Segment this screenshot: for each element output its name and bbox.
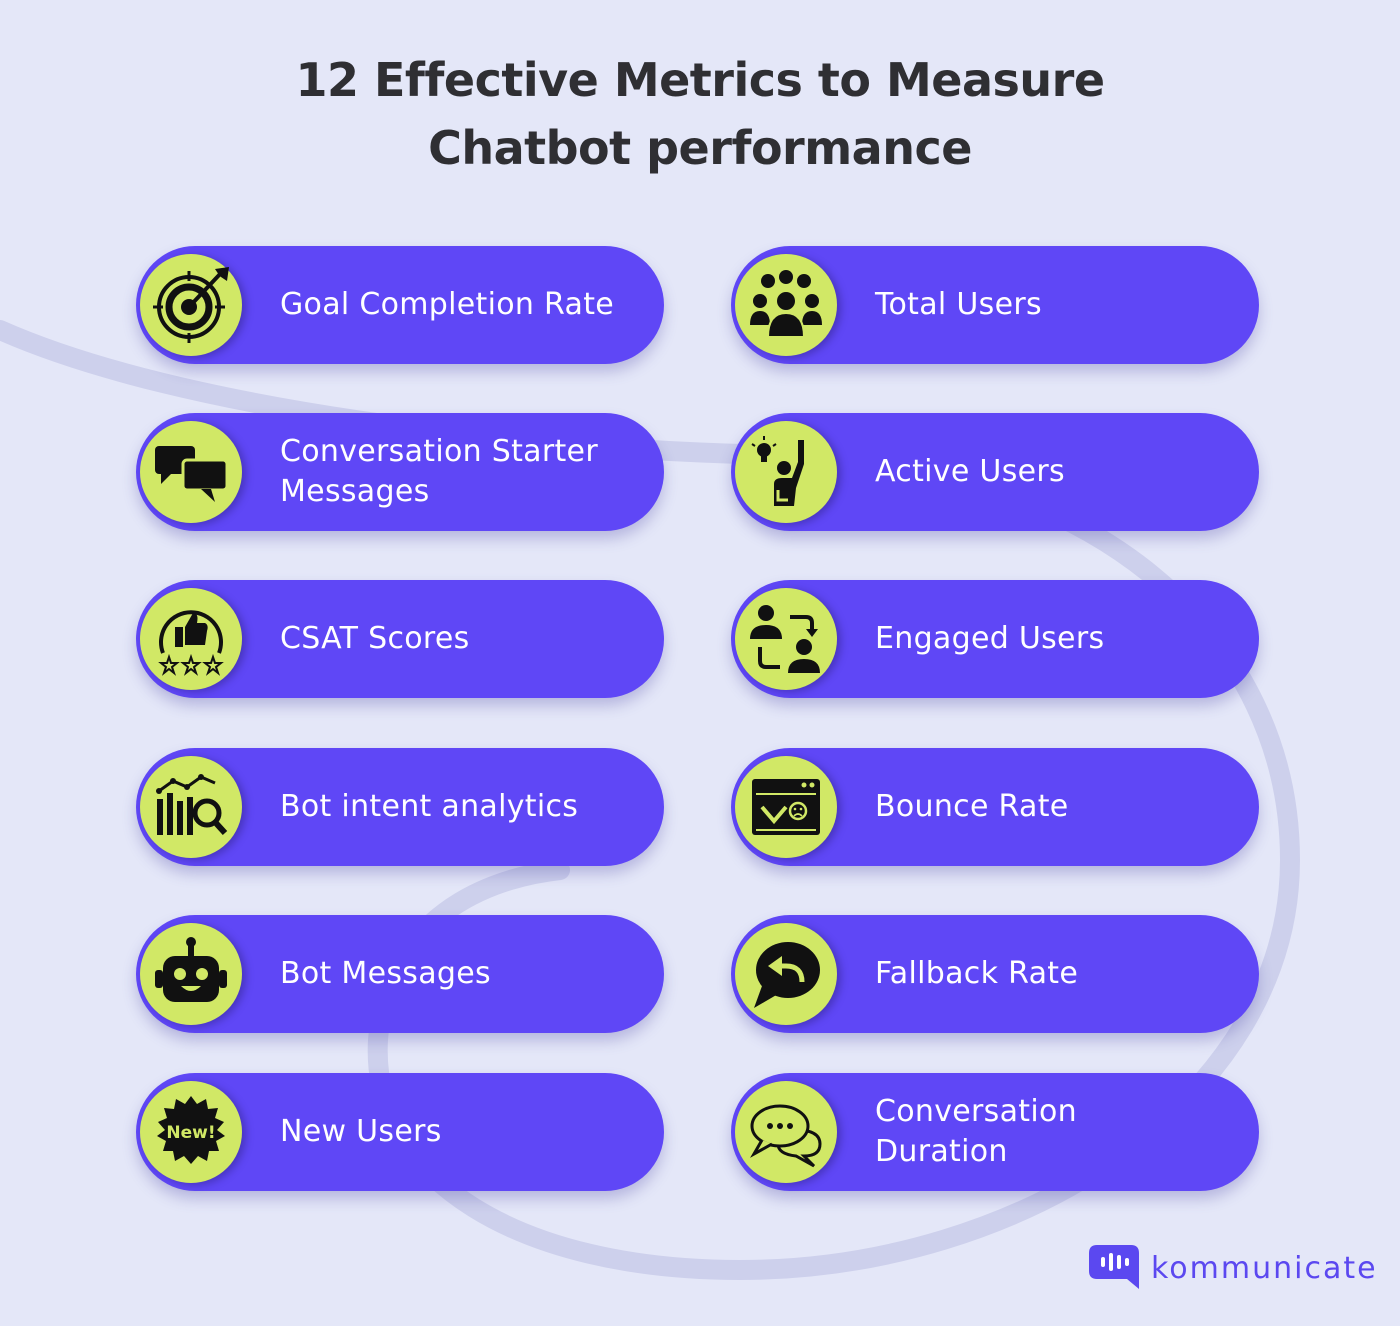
metric-card-goal-completion-rate: Goal Completion Rate bbox=[136, 246, 664, 364]
metric-label: Active Users bbox=[875, 454, 1065, 489]
metric-label: Engaged Users bbox=[875, 621, 1105, 656]
metric-card-conversation-duration: Conversation Duration bbox=[731, 1073, 1259, 1191]
metric-card-total-users: Total Users bbox=[731, 246, 1259, 364]
thumbs-up-rating-icon bbox=[158, 610, 224, 676]
metric-label: New Users bbox=[280, 1114, 442, 1149]
metric-label: Conversation Starter Messages bbox=[280, 434, 598, 509]
metric-card-new-users: New! New Users bbox=[136, 1073, 664, 1191]
metric-label: Bot Messages bbox=[280, 956, 491, 991]
analytics-magnifier-icon bbox=[156, 774, 228, 836]
raised-hand-user-icon bbox=[751, 436, 804, 506]
new-badge-icon: New! bbox=[157, 1096, 225, 1164]
metric-label: Total Users bbox=[875, 287, 1042, 322]
metric-card-bot-intent-analytics: Bot intent analytics bbox=[136, 748, 664, 866]
robot-icon bbox=[155, 937, 227, 1002]
metric-card-bounce-rate: Bounce Rate bbox=[731, 748, 1259, 866]
title-line-2: Chatbot performance bbox=[428, 121, 972, 175]
kommunicate-logo-icon bbox=[1089, 1245, 1139, 1289]
metric-card-csat-scores: CSAT Scores bbox=[136, 580, 664, 698]
metric-card-active-users: Active Users bbox=[731, 413, 1259, 531]
title-line-1: 12 Effective Metrics to Measure bbox=[295, 53, 1105, 107]
metric-card-fallback-rate: Fallback Rate bbox=[731, 915, 1259, 1033]
metric-card-bot-messages: Bot Messages bbox=[136, 915, 664, 1033]
chat-bubbles-icon bbox=[155, 446, 229, 502]
browser-bounce-icon bbox=[752, 779, 820, 835]
page-title: 12 Effective Metrics to Measure Chatbot … bbox=[0, 46, 1400, 182]
reply-bubble-icon bbox=[754, 942, 820, 1008]
user-exchange-icon bbox=[750, 605, 820, 673]
metric-card-conversation-starter-messages: Conversation Starter Messages bbox=[136, 413, 664, 531]
typing-bubbles-icon bbox=[750, 1104, 822, 1168]
metric-label: Fallback Rate bbox=[875, 956, 1079, 991]
metric-label: Bounce Rate bbox=[875, 789, 1069, 824]
metric-label: Bot intent analytics bbox=[280, 789, 579, 824]
user-group-icon bbox=[750, 270, 822, 338]
kommunicate-logo: kommunicate bbox=[1089, 1243, 1378, 1293]
metric-label: CSAT Scores bbox=[280, 621, 470, 656]
metric-label: Conversation Duration bbox=[875, 1094, 1077, 1169]
metric-card-engaged-users: Engaged Users bbox=[731, 580, 1259, 698]
new-badge-text: New! bbox=[166, 1123, 215, 1143]
target-icon bbox=[153, 267, 229, 343]
brand-name: kommunicate bbox=[1151, 1250, 1378, 1286]
metric-label: Goal Completion Rate bbox=[280, 287, 615, 322]
